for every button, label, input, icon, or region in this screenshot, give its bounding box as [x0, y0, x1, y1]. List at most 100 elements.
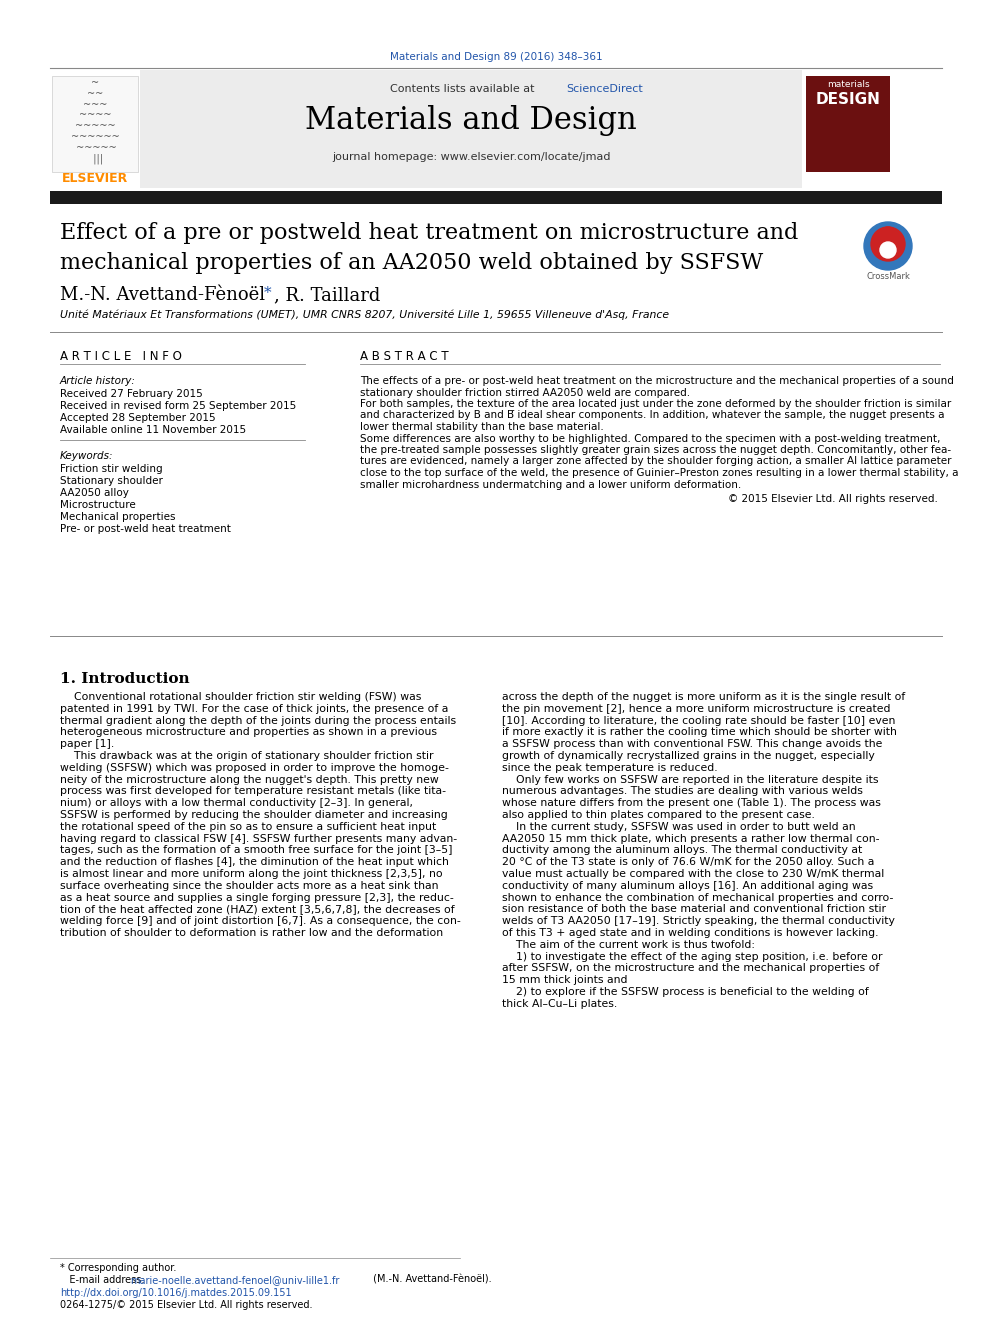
Text: a SSFSW process than with conventional FSW. This change avoids the: a SSFSW process than with conventional F… [502, 740, 882, 749]
Text: process was first developed for temperature resistant metals (like tita-: process was first developed for temperat… [60, 786, 446, 796]
Text: Microstructure: Microstructure [60, 500, 136, 509]
Text: Article history:: Article history: [60, 376, 136, 386]
Text: conductivity of many aluminum alloys [16]. An additional aging was: conductivity of many aluminum alloys [16… [502, 881, 873, 890]
Text: This drawback was at the origin of stationary shoulder friction stir: This drawback was at the origin of stati… [60, 751, 434, 761]
Text: neity of the microstructure along the nugget's depth. This pretty new: neity of the microstructure along the nu… [60, 774, 438, 785]
Text: 2) to explore if the SSFSW process is beneficial to the welding of: 2) to explore if the SSFSW process is be… [502, 987, 869, 998]
Text: of this T3 + aged state and in welding conditions is however lacking.: of this T3 + aged state and in welding c… [502, 927, 879, 938]
Text: M.-N. Avettand-Fènoël: M.-N. Avettand-Fènoël [60, 286, 271, 304]
Text: © 2015 Elsevier Ltd. All rights reserved.: © 2015 Elsevier Ltd. All rights reserved… [728, 493, 938, 504]
Text: if more exactly it is rather the cooling time which should be shorter with: if more exactly it is rather the cooling… [502, 728, 897, 737]
Text: SSFSW is performed by reducing the shoulder diameter and increasing: SSFSW is performed by reducing the shoul… [60, 810, 447, 820]
Text: Conventional rotational shoulder friction stir welding (FSW) was: Conventional rotational shoulder frictio… [60, 692, 422, 703]
Text: patented in 1991 by TWI. For the case of thick joints, the presence of a: patented in 1991 by TWI. For the case of… [60, 704, 448, 714]
Text: Mechanical properties: Mechanical properties [60, 512, 176, 523]
Text: welding (SSFSW) which was proposed in order to improve the homoge-: welding (SSFSW) which was proposed in or… [60, 763, 448, 773]
Text: journal homepage: www.elsevier.com/locate/jmad: journal homepage: www.elsevier.com/locat… [331, 152, 610, 161]
Text: tures are evidenced, namely a larger zone affected by the shoulder forging actio: tures are evidenced, namely a larger zon… [360, 456, 951, 467]
Text: and characterized by B and B̅ ideal shear components. In addition, whatever the : and characterized by B and B̅ ideal shea… [360, 410, 944, 421]
Text: welds of T3 AA2050 [17–19]. Strictly speaking, the thermal conductivity: welds of T3 AA2050 [17–19]. Strictly spe… [502, 917, 895, 926]
Text: http://dx.doi.org/10.1016/j.matdes.2015.09.151: http://dx.doi.org/10.1016/j.matdes.2015.… [60, 1289, 292, 1298]
Text: close to the top surface of the weld, the presence of Guinier–Preston zones resu: close to the top surface of the weld, th… [360, 468, 958, 478]
Circle shape [864, 222, 912, 270]
Text: stationary shoulder friction stirred AA2050 weld are compared.: stationary shoulder friction stirred AA2… [360, 388, 690, 397]
Text: In the current study, SSFSW was used in order to butt weld an: In the current study, SSFSW was used in … [502, 822, 856, 832]
Text: 20 °C of the T3 state is only of 76.6 W/mK for the 2050 alloy. Such a: 20 °C of the T3 state is only of 76.6 W/… [502, 857, 874, 867]
FancyBboxPatch shape [806, 75, 890, 172]
Text: growth of dynamically recrystallized grains in the nugget, especially: growth of dynamically recrystallized gra… [502, 751, 875, 761]
Text: shown to enhance the combination of mechanical properties and corro-: shown to enhance the combination of mech… [502, 893, 894, 902]
Text: the pin movement [2], hence a more uniform microstructure is created: the pin movement [2], hence a more unifo… [502, 704, 891, 714]
Text: since the peak temperature is reduced.: since the peak temperature is reduced. [502, 763, 717, 773]
Text: as a heat source and supplies a single forging pressure [2,3], the reduc-: as a heat source and supplies a single f… [60, 893, 453, 902]
Text: surface overheating since the shoulder acts more as a heat sink than: surface overheating since the shoulder a… [60, 881, 438, 890]
Text: thick Al–Cu–Li plates.: thick Al–Cu–Li plates. [502, 999, 617, 1009]
Text: Effect of a pre or postweld heat treatment on microstructure and: Effect of a pre or postweld heat treatme… [60, 222, 799, 243]
Text: * Corresponding author.: * Corresponding author. [60, 1263, 177, 1273]
Text: after SSFSW, on the microstructure and the mechanical properties of: after SSFSW, on the microstructure and t… [502, 963, 879, 974]
Text: Only few works on SSFSW are reported in the literature despite its: Only few works on SSFSW are reported in … [502, 774, 879, 785]
Text: across the depth of the nugget is more uniform as it is the single result of: across the depth of the nugget is more u… [502, 692, 906, 703]
Text: lower thermal stability than the base material.: lower thermal stability than the base ma… [360, 422, 604, 433]
Text: and the reduction of flashes [4], the diminution of the heat input which: and the reduction of flashes [4], the di… [60, 857, 448, 867]
Text: tages, such as the formation of a smooth free surface for the joint [3–5]: tages, such as the formation of a smooth… [60, 845, 452, 856]
Text: mechanical properties of an AA2050 weld obtained by SSFSW: mechanical properties of an AA2050 weld … [60, 251, 763, 274]
Text: Some differences are also worthy to be highlighted. Compared to the specimen wit: Some differences are also worthy to be h… [360, 434, 940, 443]
Text: CrossMark: CrossMark [866, 273, 910, 280]
Text: the pre-treated sample possesses slightly greater grain sizes across the nugget : the pre-treated sample possesses slightl… [360, 445, 951, 455]
Circle shape [880, 242, 896, 258]
Text: 15 mm thick joints and: 15 mm thick joints and [502, 975, 628, 986]
Circle shape [871, 228, 905, 261]
Text: , R. Taillard: , R. Taillard [274, 286, 380, 304]
Text: also applied to thin plates compared to the present case.: also applied to thin plates compared to … [502, 810, 814, 820]
Text: ELSEVIER: ELSEVIER [62, 172, 128, 185]
Text: the rotational speed of the pin so as to ensure a sufficient heat input: the rotational speed of the pin so as to… [60, 822, 436, 832]
Text: *: * [264, 286, 272, 300]
Text: (M.-N. Avettand-Fènoël).: (M.-N. Avettand-Fènoël). [370, 1275, 492, 1285]
Text: Stationary shoulder: Stationary shoulder [60, 476, 163, 486]
Text: Received in revised form 25 September 2015: Received in revised form 25 September 20… [60, 401, 297, 411]
Text: nium) or alloys with a low thermal conductivity [2–3]. In general,: nium) or alloys with a low thermal condu… [60, 798, 413, 808]
Text: Unité Matériaux Et Transformations (UMET), UMR CNRS 8207, Université Lille 1, 59: Unité Matériaux Et Transformations (UMET… [60, 310, 670, 320]
Text: materials: materials [826, 79, 869, 89]
Text: For both samples, the texture of the area located just under the zone deformed b: For both samples, the texture of the are… [360, 400, 951, 409]
Text: A R T I C L E   I N F O: A R T I C L E I N F O [60, 351, 182, 363]
Text: AA2050 alloy: AA2050 alloy [60, 488, 129, 497]
Text: 1) to investigate the effect of the aging step position, i.e. before or: 1) to investigate the effect of the agin… [502, 951, 883, 962]
Text: Contents lists available at: Contents lists available at [390, 83, 538, 94]
Text: Friction stir welding: Friction stir welding [60, 464, 163, 474]
Text: DESIGN: DESIGN [815, 93, 881, 107]
Text: tribution of shoulder to deformation is rather low and the deformation: tribution of shoulder to deformation is … [60, 927, 443, 938]
Text: Pre- or post-weld heat treatment: Pre- or post-weld heat treatment [60, 524, 231, 534]
FancyBboxPatch shape [52, 75, 138, 172]
Text: paper [1].: paper [1]. [60, 740, 114, 749]
Text: tion of the heat affected zone (HAZ) extent [3,5,6,7,8], the decreases of: tion of the heat affected zone (HAZ) ext… [60, 905, 454, 914]
Text: ScienceDirect: ScienceDirect [566, 83, 643, 94]
Text: sion resistance of both the base material and conventional friction stir: sion resistance of both the base materia… [502, 905, 886, 914]
Text: Available online 11 November 2015: Available online 11 November 2015 [60, 425, 246, 435]
Text: thermal gradient along the depth of the joints during the process entails: thermal gradient along the depth of the … [60, 716, 456, 725]
Text: Materials and Design 89 (2016) 348–361: Materials and Design 89 (2016) 348–361 [390, 52, 602, 62]
FancyBboxPatch shape [50, 191, 942, 204]
Text: welding force [9] and of joint distortion [6,7]. As a consequence, the con-: welding force [9] and of joint distortio… [60, 917, 460, 926]
Text: Accepted 28 September 2015: Accepted 28 September 2015 [60, 413, 215, 423]
Text: heterogeneous microstructure and properties as shown in a previous: heterogeneous microstructure and propert… [60, 728, 437, 737]
Text: Materials and Design: Materials and Design [306, 105, 637, 136]
Text: AA2050 15 mm thick plate, which presents a rather low thermal con-: AA2050 15 mm thick plate, which presents… [502, 833, 880, 844]
Text: marie-noelle.avettand-fenoel@univ-lille1.fr: marie-noelle.avettand-fenoel@univ-lille1… [130, 1275, 339, 1285]
Text: [10]. According to literature, the cooling rate should be faster [10] even: [10]. According to literature, the cooli… [502, 716, 896, 725]
Text: ~
~~
~~~
~~~~
~~~~~
~~~~~~
 ~~~~~
  |||: ~ ~~ ~~~ ~~~~ ~~~~~ ~~~~~~ ~~~~~ ||| [70, 78, 119, 164]
Text: ductivity among the aluminum alloys. The thermal conductivity at: ductivity among the aluminum alloys. The… [502, 845, 862, 856]
Text: E-mail address:: E-mail address: [60, 1275, 148, 1285]
Text: The aim of the current work is thus twofold:: The aim of the current work is thus twof… [502, 939, 755, 950]
Text: having regard to classical FSW [4]. SSFSW further presents many advan-: having regard to classical FSW [4]. SSFS… [60, 833, 457, 844]
Text: The effects of a pre- or post-weld heat treatment on the microstructure and the : The effects of a pre- or post-weld heat … [360, 376, 954, 386]
Text: Received 27 February 2015: Received 27 February 2015 [60, 389, 202, 400]
Text: value must actually be compared with the close to 230 W/mK thermal: value must actually be compared with the… [502, 869, 884, 878]
Text: smaller microhardness undermatching and a lower uniform deformation.: smaller microhardness undermatching and … [360, 479, 741, 490]
FancyBboxPatch shape [140, 70, 802, 188]
Circle shape [880, 228, 896, 243]
Text: Keywords:: Keywords: [60, 451, 113, 460]
Text: is almost linear and more uniform along the joint thickness [2,3,5], no: is almost linear and more uniform along … [60, 869, 442, 878]
Text: numerous advantages. The studies are dealing with various welds: numerous advantages. The studies are dea… [502, 786, 863, 796]
